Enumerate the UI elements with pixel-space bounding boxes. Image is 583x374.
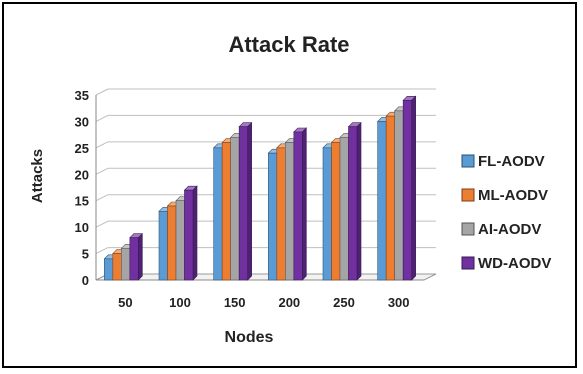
y-tick-label: 20 [75, 167, 89, 182]
gridline-side [95, 114, 109, 122]
gridline-side [95, 141, 109, 149]
x-tick-label: 250 [333, 295, 355, 310]
legend-label: WD-AODV [478, 255, 551, 272]
gridline-side [95, 194, 109, 202]
y-tick-label: 0 [82, 273, 89, 288]
bar-wd-aodv-200 [293, 127, 308, 281]
y-tick-label: 5 [82, 247, 89, 262]
legend-label: AI-AODV [478, 221, 541, 238]
legend-swatch [461, 222, 475, 236]
x-tick-label: 300 [388, 295, 410, 310]
gridline-side [95, 247, 109, 255]
bar-wd-aodv-150 [238, 121, 253, 281]
bar-wd-aodv-100 [183, 185, 198, 281]
gridline-side [95, 167, 109, 175]
y-tick-label: 25 [75, 141, 89, 156]
y-tick-label: 15 [75, 194, 89, 209]
legend-label: ML-AODV [478, 187, 548, 204]
legend-item-wd-aodv: WD-AODV [461, 255, 551, 272]
chart-title: Attack Rate [228, 32, 349, 57]
bar-wd-aodv-50 [129, 232, 144, 281]
x-tick-label: 150 [224, 295, 246, 310]
bar-wd-aodv-300 [402, 95, 417, 281]
legend-item-ml-aodv: ML-AODV [461, 187, 548, 204]
x-tick-label: 200 [278, 295, 300, 310]
legend-item-ai-aodv: AI-AODV [461, 221, 541, 238]
gridline-side [95, 88, 109, 96]
legend-item-fl-aodv: FL-AODV [461, 153, 545, 170]
legend-swatch [461, 154, 475, 168]
gridline-side [95, 220, 109, 228]
legend-swatch [461, 256, 475, 270]
bar-wd-aodv-250 [347, 121, 362, 281]
legend-label: FL-AODV [478, 153, 545, 170]
y-tick-label: 35 [75, 88, 89, 103]
x-tick-label: 100 [169, 295, 191, 310]
x-axis-title: Nodes [225, 329, 274, 346]
x-tick-label: 50 [118, 295, 132, 310]
attack-rate-chart: Attack Rate Attacks Nodes 0 5 10 15 20 25 30 35… [29, 32, 551, 346]
y-tick-label: 10 [75, 220, 89, 235]
chart-frame: Attack Rate Attacks Nodes 0 5 10 15 20 25 30 35… [2, 2, 577, 368]
y-tick-label: 30 [75, 114, 89, 129]
y-axis-title: Attacks [29, 149, 46, 203]
legend-swatch [461, 188, 475, 202]
